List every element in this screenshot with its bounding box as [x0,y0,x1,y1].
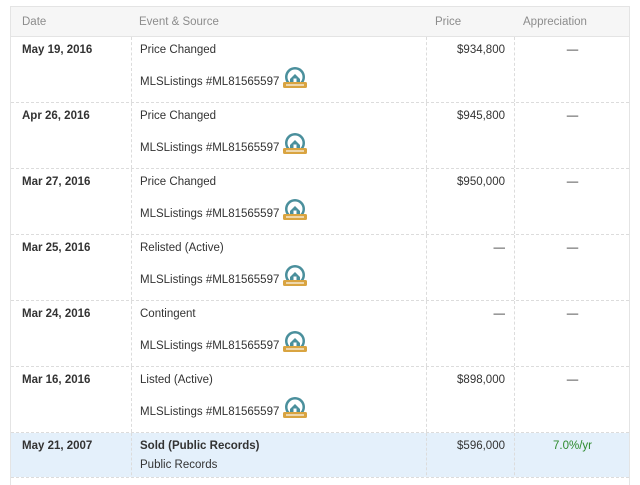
row-price: $945,800 [457,110,505,122]
column-divider [131,103,132,168]
table-row[interactable]: Mar 16, 2016 Listed (Active) MLSListings… [11,367,629,433]
row-event: Price Changed [140,110,217,122]
row-event: Price Changed [140,44,217,56]
row-date: Mar 24, 2016 [22,308,91,320]
table-row[interactable]: Mar 24, 2016 Contingent MLSListings #ML8… [11,301,629,367]
column-divider [514,367,515,432]
row-appreciation: — [566,110,579,122]
table-row[interactable]: Mar 27, 2016 Price Changed MLSListings #… [11,169,629,235]
row-source: MLSListings #ML81565597 [140,340,280,352]
table-row[interactable]: May 21, 2007 Sold (Public Records) Publi… [11,433,629,485]
row-source: MLSListings #ML81565597 [140,406,280,418]
row-source: MLSListings #ML81565597 [140,142,280,154]
row-price: $950,000 [457,176,505,188]
column-divider [514,301,515,366]
column-divider [426,37,427,102]
table-continuation [11,477,629,485]
mls-badge-icon [281,330,309,356]
row-date: Mar 16, 2016 [22,374,91,386]
column-divider [426,103,427,168]
mls-badge-icon [281,396,309,422]
row-source: MLSListings #ML81565597 [140,76,280,88]
row-date: May 21, 2007 [22,440,93,452]
row-appreciation: — [566,308,579,320]
property-history-table: Date Event & Source Price Appreciation M… [10,6,630,485]
table-body: May 19, 2016 Price Changed MLSListings #… [11,37,629,485]
mls-badge-icon [281,198,309,224]
row-date: Mar 25, 2016 [22,242,91,254]
column-divider [131,433,132,485]
column-divider [426,433,427,485]
column-divider [426,301,427,366]
column-divider [514,37,515,102]
column-divider [131,169,132,234]
row-source: MLSListings #ML81565597 [140,274,280,286]
row-appreciation: — [566,176,579,188]
table-header: Date Event & Source Price Appreciation [11,7,629,37]
header-price[interactable]: Price [435,16,462,28]
row-event: Sold (Public Records) [140,440,260,452]
row-date: May 19, 2016 [22,44,93,56]
row-event: Price Changed [140,176,217,188]
column-divider [426,169,427,234]
header-appreciation[interactable]: Appreciation [523,16,587,28]
row-date: Mar 27, 2016 [22,176,91,188]
column-divider [514,235,515,300]
header-date[interactable]: Date [22,16,47,28]
header-event-source[interactable]: Event & Source [139,16,219,28]
column-divider [131,367,132,432]
row-price: $898,000 [457,374,505,386]
row-price: $596,000 [457,440,505,452]
row-price: $934,800 [457,44,505,56]
row-event: Listed (Active) [140,374,213,386]
row-date: Apr 26, 2016 [22,110,90,122]
mls-badge-icon [281,66,309,92]
row-appreciation: — [566,44,579,56]
row-event: Contingent [140,308,196,320]
row-appreciation: — [566,242,579,254]
column-divider [426,367,427,432]
column-divider [131,37,132,102]
row-appreciation: — [566,374,579,386]
row-price: — [493,308,506,320]
column-divider [131,235,132,300]
mls-badge-icon [281,264,309,290]
column-divider [514,103,515,168]
table-row[interactable]: Apr 26, 2016 Price Changed MLSListings #… [11,103,629,169]
row-appreciation: 7.0%/yr [553,440,592,452]
column-divider [131,301,132,366]
column-divider [426,235,427,300]
column-divider [514,433,515,485]
table-row[interactable]: Mar 25, 2016 Relisted (Active) MLSListin… [11,235,629,301]
row-price: — [493,242,506,254]
row-event: Relisted (Active) [140,242,224,254]
column-divider [514,169,515,234]
table-row[interactable]: May 19, 2016 Price Changed MLSListings #… [11,37,629,103]
row-source: Public Records [140,459,218,471]
mls-badge-icon [281,132,309,158]
row-source: MLSListings #ML81565597 [140,208,280,220]
